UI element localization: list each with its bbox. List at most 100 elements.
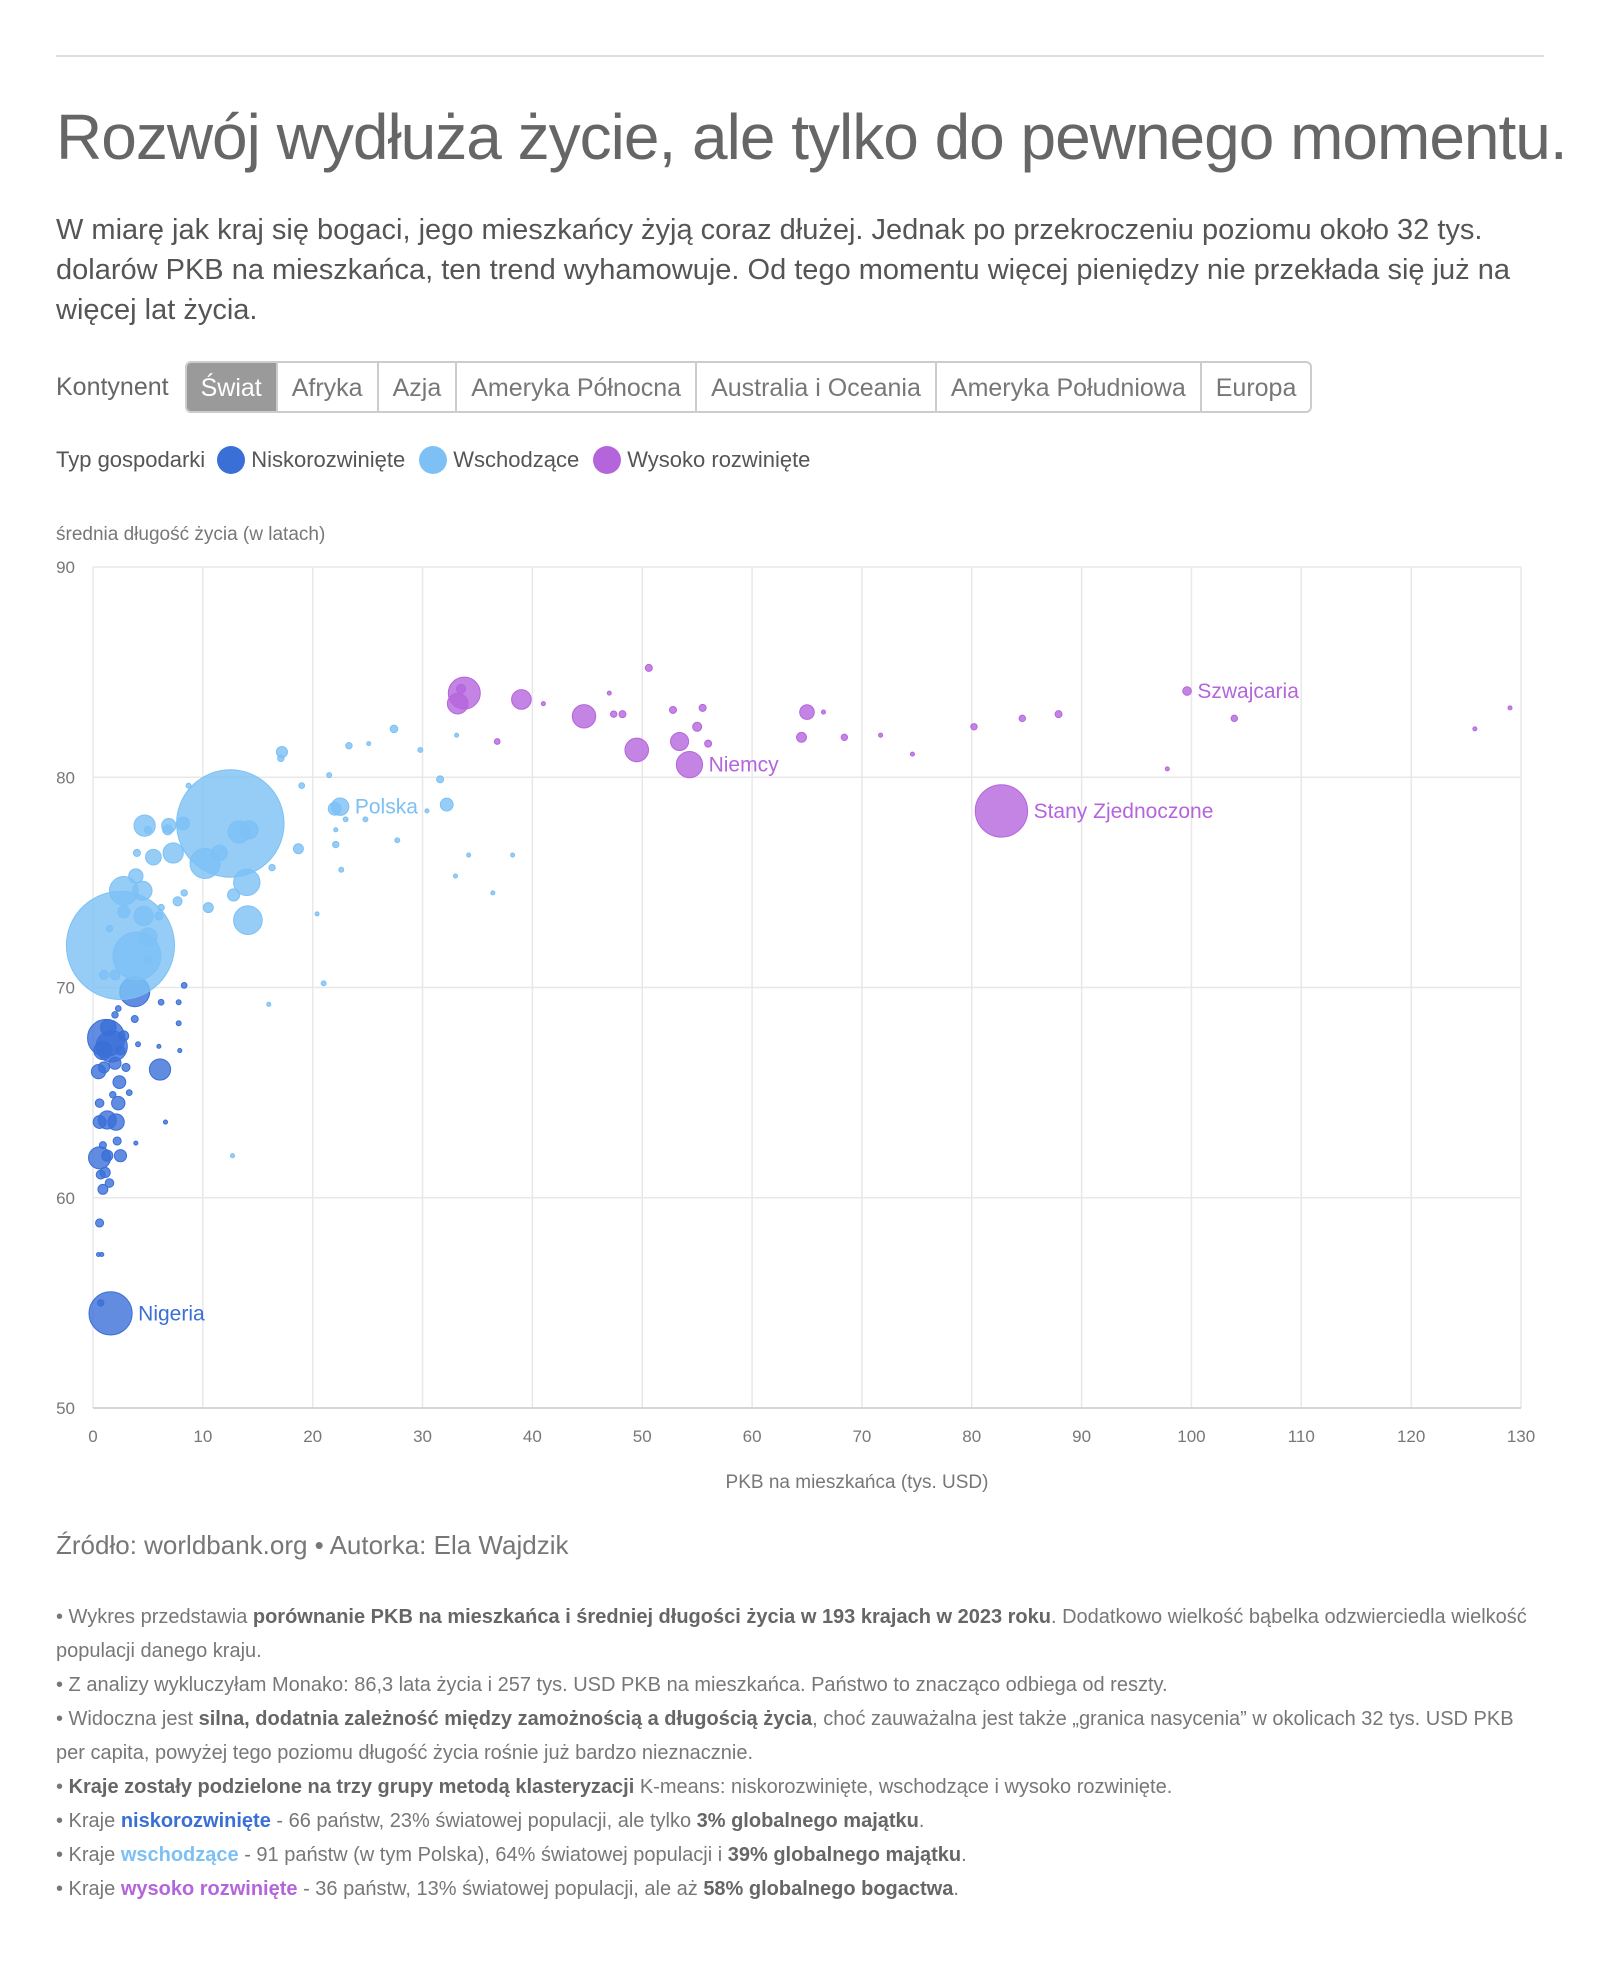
source-credit: Źródło: worldbank.org • Autorka: Ela Waj… [56,1530,569,1560]
x-tick-label: 110 [1288,1427,1315,1446]
tab-continent-6[interactable]: Europa [1199,363,1311,411]
data-point [452,873,459,879]
x-tick-label: 40 [523,1427,542,1446]
note-text: . [953,1878,959,1900]
data-point [644,663,653,672]
data-point [670,731,690,752]
note-text: - 66 państw, 23% światowej populacji, al… [270,1810,697,1832]
data-point [96,1299,105,1307]
data-point [840,733,849,742]
data-point [132,880,153,901]
tab-continent-1[interactable]: Afryka [275,363,377,411]
data-point [540,701,546,707]
notes-list: • Wykres przedstawia porównanie PKB na m… [56,1600,1546,1906]
x-tick-label: 60 [743,1427,762,1446]
data-point [162,842,184,864]
data-point [342,816,349,823]
data-point [366,741,372,747]
data-point [820,709,826,715]
note-text: . [918,1810,925,1832]
data-point [202,902,214,914]
data-point [692,721,703,732]
data-point [118,1030,130,1042]
continent-filter: Kontynent Świat Afryka Azja Ameryka Północn… [56,360,1313,414]
data-point [454,732,460,738]
legend-label: Wschodzące [453,447,580,472]
tab-continent-4[interactable]: Australia i Oceania [695,363,935,411]
data-point [1018,714,1026,723]
data-point [93,1041,113,1061]
data-point [493,738,501,745]
continent-tabs: Świat Afryka Azja Ameryka Północna Australia… [184,361,1313,413]
tab-continent-2[interactable]: Azja [376,363,456,411]
data-point [511,689,532,710]
note-text: • Kraje [56,1878,121,1900]
data-point [157,998,165,1006]
data-point [609,710,618,718]
data-point [1507,705,1513,711]
note-text: • Kraje [56,1810,121,1832]
data-point [571,704,597,729]
data-point [133,814,156,837]
note-item: • Z analizy wykluczyłam Monako: 86,3 lat… [56,1668,1546,1702]
legend-item[interactable]: Wysoko rozwinięte [593,446,810,474]
data-point [133,905,154,927]
note-text: 58% globalnego bogactwa [703,1878,954,1900]
data-point [95,1169,106,1180]
data-point [143,825,152,834]
data-point [112,1075,127,1090]
note-text: K-means: niskorozwinięte, wschodzące i w… [634,1776,1173,1798]
data-point [121,1062,131,1072]
data-point [233,905,263,936]
page-title: Rozwój wydłuża życie, ale tylko do pewne… [56,101,1568,173]
legend-items: Niskorozwinięte Wschodzące Wysoko rozwinię… [217,446,824,474]
legend-item[interactable]: Wschodzące [419,446,579,474]
legend-item[interactable]: Niskorozwinięte [217,446,405,474]
data-label: Nigeria [138,1302,205,1325]
page-subtitle: W miarę jak kraj się bogaci, jego mieszk… [56,214,1510,326]
data-point [180,982,188,989]
data-point [389,724,399,734]
economy-legend: Typ gospodarki Niskorozwinięte Wschodzące… [56,442,824,478]
x-tick-label: 0 [88,1427,97,1446]
tab-continent-3[interactable]: Ameryka Północna [455,363,695,411]
legend-dot [419,446,448,474]
data-point [510,852,516,858]
y-tick-label: 70 [56,979,75,998]
data-point [105,924,114,933]
data-point [148,1058,172,1081]
tab-continent-5[interactable]: Ameryka Południowa [934,363,1200,411]
data-point [424,808,430,814]
data-point [796,731,807,743]
data-point [466,852,472,858]
data-point [98,969,110,980]
x-tick-label: 70 [852,1427,871,1446]
x-tick-label: 120 [1397,1427,1425,1446]
data-point [314,911,320,917]
data-point [115,1045,126,1056]
note-item: • Widoczna jest silna, dodatnia zależnoś… [56,1702,1546,1770]
y-tick-label: 90 [56,558,75,577]
x-tick-label: 80 [962,1427,981,1446]
data-point [114,1005,122,1012]
data-point [333,827,339,833]
data-point [292,843,304,855]
legend-label: Wysoko rozwinięte [627,447,811,472]
data-point [109,969,121,981]
data-point [618,710,627,719]
legend-dot [217,446,246,474]
data-point [111,1095,126,1111]
tab-continent-0[interactable]: Świat [186,363,276,411]
x-tick-label: 20 [303,1427,322,1446]
data-point [436,775,445,784]
data-label: Stany Zjednoczone [1034,800,1214,823]
data-point [227,888,241,902]
data-point [97,1183,109,1195]
data-point [668,705,677,714]
y-tick-label: 80 [56,768,75,787]
note-item: • Wykres przedstawia porównanie PKB na m… [56,1600,1546,1668]
note-text: porównanie PKB na mieszkańca i średniej … [252,1606,1051,1628]
data-point [362,816,369,823]
data-point [909,751,915,757]
note-item: • Kraje wschodzące - 91 państw (w tym Po… [56,1838,1546,1872]
